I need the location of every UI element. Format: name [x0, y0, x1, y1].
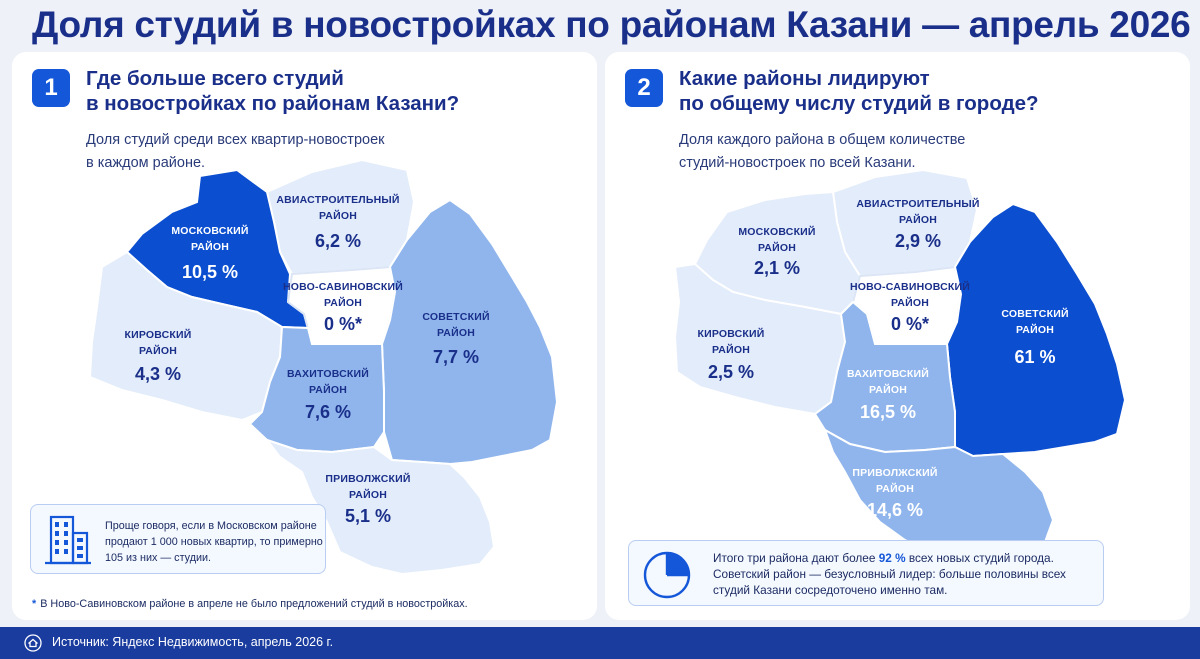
label-privolzhsky-name: ПРИВОЛЖСКИЙ — [325, 472, 410, 485]
kazan-district-map: МОСКОВСКИЙ РАЙОН 2,1 % АВИАСТРОИТЕЛЬНЫЙ … — [673, 168, 1127, 559]
label-vakhitovsky-name2: РАЙОН — [869, 383, 907, 396]
label-kirovsky-name2: РАЙОН — [139, 344, 177, 357]
panel-subtitle: Доля каждого района в общем количестве с… — [679, 132, 966, 171]
pie-chart-icon — [643, 551, 691, 599]
building-icon — [45, 515, 91, 565]
label-aviastroitelny-name2: РАЙОН — [899, 213, 937, 226]
summary-callout: Итого три района дают более 92 % всех но… — [628, 540, 1104, 606]
label-moskovsky-name: МОСКОВСКИЙ — [171, 224, 248, 237]
panel-title: Где больше всего студий в новостройках п… — [86, 67, 460, 115]
label-sovetsky-name2: РАЙОН — [1016, 323, 1054, 336]
footnote-star: * — [32, 598, 37, 610]
value-kirovsky: 2,5 % — [708, 362, 754, 382]
district-sovetsky[interactable] — [380, 198, 559, 466]
label-moskovsky-name2: РАЙОН — [191, 240, 229, 253]
kazan-district-map: МОСКОВСКИЙ РАЙОН 10,5 % АВИАСТРОИТЕЛЬНЫЙ… — [88, 158, 559, 576]
right-panel: 2 Какие районы лидируют по общему числу … — [605, 52, 1190, 620]
footnote: * В Ново-Савиновском районе в апреле не б… — [32, 598, 468, 610]
label-vakhitovsky-name2: РАЙОН — [309, 383, 347, 396]
label-aviastroitelny-name: АВИАСТРОИТЕЛЬНЫЙ — [856, 197, 979, 210]
label-kirovsky-name: КИРОВСКИЙ — [124, 328, 191, 341]
info-callout: Проще говоря, если в Московском районе п… — [30, 504, 326, 574]
value-kirovsky: 4,3 % — [135, 364, 181, 384]
value-sovetsky: 7,7 % — [433, 347, 479, 367]
footer-bar: Источник: Яндекс Недвижимость, апрель 20… — [0, 627, 1200, 659]
label-vakhitovsky-name: ВАХИТОВСКИЙ — [287, 367, 369, 380]
value-aviastroitelny: 6,2 % — [315, 231, 361, 251]
footnote-text: В Ново-Савиновском районе в апреле не бы… — [40, 598, 468, 610]
left-panel: 1 Где больше всего студий в новостройках… — [12, 52, 597, 620]
panel-number-badge: 1 — [32, 69, 70, 107]
summary-text-part: Итого три района дают более — [713, 551, 879, 565]
summary-highlight: 92 % — [878, 551, 906, 565]
label-sovetsky-name: СОВЕТСКИЙ — [1001, 307, 1068, 320]
panel-number-badge: 2 — [625, 69, 663, 107]
label-aviastroitelny-name2: РАЙОН — [319, 209, 357, 222]
label-moskovsky-name: МОСКОВСКИЙ — [738, 225, 815, 238]
page-title: Доля студий в новостройках по районам Ка… — [32, 4, 1191, 45]
panel-subtitle: Доля студий среди всех квартир-новострое… — [86, 132, 385, 171]
district-privolzhsky[interactable] — [823, 427, 1055, 559]
district-sovetsky[interactable] — [945, 202, 1127, 458]
value-novo-savinovsky: 0 %* — [324, 314, 362, 334]
info-text: Проще говоря, если в Московском районе п… — [105, 520, 323, 564]
label-moskovsky-name2: РАЙОН — [758, 241, 796, 254]
label-aviastroitelny-name: АВИАСТРОИТЕЛЬНЫЙ — [276, 193, 399, 206]
value-moskovsky: 2,1 % — [754, 258, 800, 278]
label-kirovsky-name2: РАЙОН — [712, 343, 750, 356]
value-novo-savinovsky: 0 %* — [891, 314, 929, 334]
value-aviastroitelny: 2,9 % — [895, 231, 941, 251]
panel-title: Какие районы лидируют по общему числу ст… — [679, 67, 1039, 115]
value-vakhitovsky: 7,6 % — [305, 402, 351, 422]
summary-text-part: всех новых студий города. Советский райо… — [713, 551, 1066, 597]
label-sovetsky-name2: РАЙОН — [437, 326, 475, 339]
value-vakhitovsky: 16,5 % — [860, 402, 916, 422]
home-icon — [24, 634, 42, 652]
label-novo-savinovsky-name2: РАЙОН — [324, 296, 362, 309]
source-text: Источник: Яндекс Недвижимость, апрель 20… — [52, 635, 334, 649]
label-privolzhsky-name2: РАЙОН — [349, 488, 387, 501]
value-privolzhsky: 14,6 % — [867, 500, 923, 520]
value-moskovsky: 10,5 % — [182, 262, 238, 282]
label-vakhitovsky-name: ВАХИТОВСКИЙ — [847, 367, 929, 380]
label-kirovsky-name: КИРОВСКИЙ — [697, 327, 764, 340]
label-sovetsky-name: СОВЕТСКИЙ — [422, 310, 489, 323]
summary-text: Итого три района дают более 92 % всех но… — [713, 550, 1103, 598]
label-novo-savinovsky-name: НОВО-САВИНОВСКИЙ — [283, 280, 403, 293]
value-sovetsky: 61 % — [1014, 347, 1055, 367]
label-novo-savinovsky-name2: РАЙОН — [891, 296, 929, 309]
label-novo-savinovsky-name: НОВО-САВИНОВСКИЙ — [850, 280, 970, 293]
label-privolzhsky-name: ПРИВОЛЖСКИЙ — [852, 466, 937, 479]
value-privolzhsky: 5,1 % — [345, 506, 391, 526]
label-privolzhsky-name2: РАЙОН — [876, 482, 914, 495]
